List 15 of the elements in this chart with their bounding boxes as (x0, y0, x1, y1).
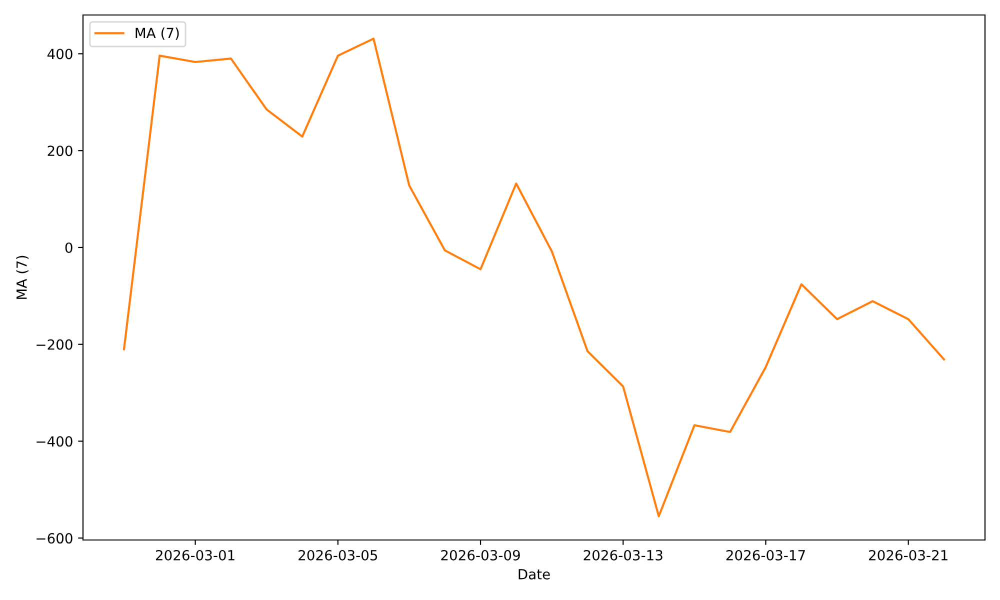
y-tick-label: 200 (48, 146, 72, 156)
y-tick-label: 0 (65, 242, 72, 253)
y-axis-title: MA (7) (16, 256, 29, 299)
x-tick-label: 2026-03-09 (441, 550, 520, 560)
x-tick-label: 2026-03-13 (584, 550, 662, 560)
x-tick-label: 2026-03-05 (298, 550, 378, 560)
y-tick-label: −600 (36, 533, 72, 544)
y-tick-label: −200 (36, 339, 72, 350)
x-tick-label: 2026-03-21 (869, 550, 948, 560)
y-tick-label: 400 (47, 48, 72, 60)
x-axis-title: Date (518, 569, 550, 580)
x-tick-label: 2026-03-01 (156, 550, 234, 560)
y-tick-label: −400 (36, 436, 72, 447)
x-tick-label: 2026-03-17 (726, 550, 805, 560)
legend-label: MA (7) (136, 28, 179, 40)
